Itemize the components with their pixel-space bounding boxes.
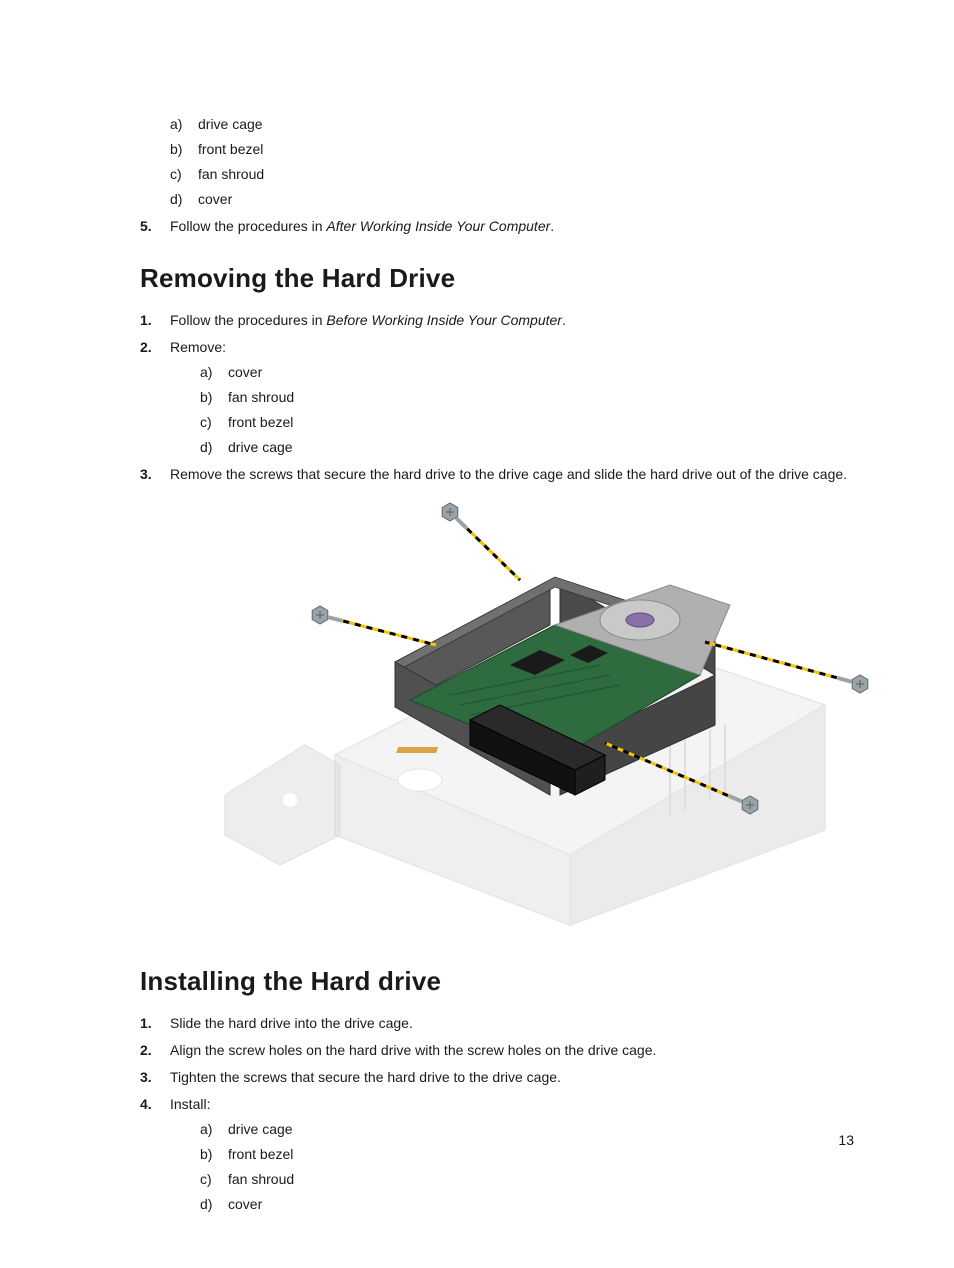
sublist-text: fan shroud	[228, 389, 294, 405]
prev-sublist-item: cover	[170, 189, 854, 210]
step-suffix: .	[562, 312, 566, 328]
sublist-text: fan shroud	[228, 1171, 294, 1187]
installing-step-1: Slide the hard drive into the drive cage…	[140, 1013, 854, 1034]
step-text: Slide the hard drive into the drive cage…	[170, 1015, 413, 1031]
sublist-text: front bezel	[228, 414, 293, 430]
sublist-text: drive cage	[228, 439, 293, 455]
page-number: 13	[838, 1132, 854, 1148]
prev-sublist-item: fan shroud	[170, 164, 854, 185]
prev-sublist-item: drive cage	[170, 114, 854, 135]
step-italic: After Working Inside Your Computer	[326, 218, 550, 234]
installing-step-3: Tighten the screws that secure the hard …	[140, 1067, 854, 1088]
removing-step-2: Remove: cover fan shroud front bezel dri…	[140, 337, 854, 458]
sublist-text: front bezel	[198, 141, 263, 157]
sublist-text: fan shroud	[198, 166, 264, 182]
step-text: Follow the procedures in	[170, 218, 326, 234]
removing-sublist-item: drive cage	[200, 437, 854, 458]
installing-sublist-item: front bezel	[200, 1144, 854, 1165]
step-text: Remove:	[170, 339, 226, 355]
removing-sublist-item: fan shroud	[200, 387, 854, 408]
sublist-text: cover	[228, 364, 262, 380]
removing-heading: Removing the Hard Drive	[140, 263, 854, 294]
installing-heading: Installing the Hard drive	[140, 966, 854, 997]
installing-sublist-item: cover	[200, 1194, 854, 1215]
step-italic: Before Working Inside Your Computer	[326, 312, 562, 328]
removing-sublist-item: cover	[200, 362, 854, 383]
sublist-text: front bezel	[228, 1146, 293, 1162]
step-text: Align the screw holes on the hard drive …	[170, 1042, 656, 1058]
removing-step-3: Remove the screws that secure the hard d…	[140, 464, 854, 485]
prev-sublist-item: front bezel	[170, 139, 854, 160]
removing-step-1: Follow the procedures in Before Working …	[140, 310, 854, 331]
sublist-text: cover	[228, 1196, 262, 1212]
installing-sublist-item: fan shroud	[200, 1169, 854, 1190]
prev-step-5: Follow the procedures in After Working I…	[140, 216, 854, 237]
step-text: Remove the screws that secure the hard d…	[170, 466, 847, 482]
installing-sublist-item: drive cage	[200, 1119, 854, 1140]
sublist-text: cover	[198, 191, 232, 207]
installing-step-4: Install: drive cage front bezel fan shro…	[140, 1094, 854, 1215]
hard-drive-diagram	[170, 495, 870, 940]
step-text: Follow the procedures in	[170, 312, 326, 328]
step-text: Install:	[170, 1096, 210, 1112]
removing-sublist-item: front bezel	[200, 412, 854, 433]
step-suffix: .	[550, 218, 554, 234]
sublist-text: drive cage	[228, 1121, 293, 1137]
step-text: Tighten the screws that secure the hard …	[170, 1069, 561, 1085]
sublist-text: drive cage	[198, 116, 263, 132]
installing-step-2: Align the screw holes on the hard drive …	[140, 1040, 854, 1061]
